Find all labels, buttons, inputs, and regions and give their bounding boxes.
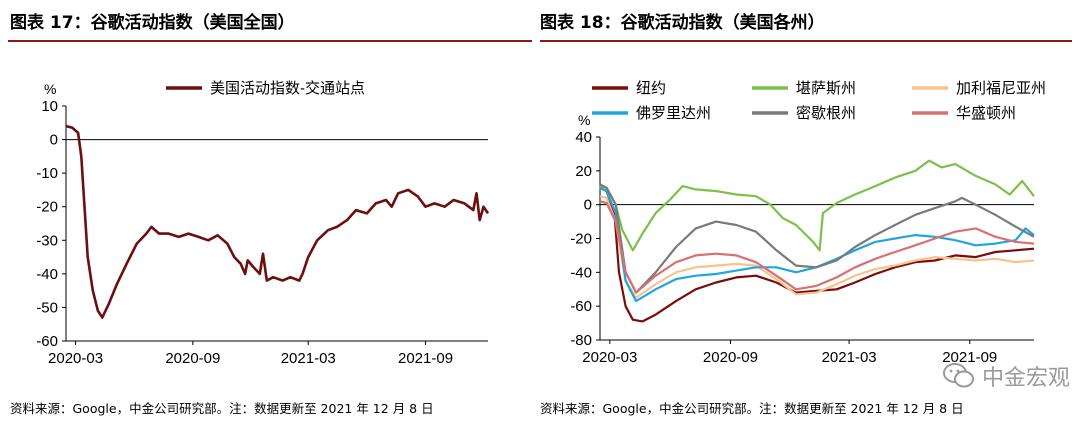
- y-tick-label: -80: [570, 332, 592, 349]
- chart-panel-states: 图表 18：谷歌活动指数（美国各州） % 40 20 0 -20 -40 -60 -80 202…: [540, 0, 1080, 422]
- y-tick-label: 0: [584, 197, 592, 214]
- x-tick-label: 2020-09: [165, 350, 220, 367]
- x-tick-label: 2021-03: [822, 349, 877, 366]
- y-tick-label: -60: [36, 333, 58, 350]
- legend-label: 美国活动指数-交通站点: [210, 79, 365, 97]
- chart-title: 图表 18：谷歌活动指数（美国各州）: [540, 13, 825, 33]
- series-line: [65, 124, 490, 319]
- legend-label: 纽约: [636, 80, 666, 97]
- watermark-text: 中金宏观: [981, 366, 1070, 391]
- series-line: [599, 186, 1035, 303]
- series-line: [599, 159, 1035, 252]
- series-line: [599, 183, 1035, 294]
- series-line: [599, 195, 1035, 299]
- x-tick-label: 2021-09: [942, 349, 997, 366]
- y-tick-label: 40: [575, 129, 592, 146]
- legend-label: 堪萨斯州: [796, 80, 856, 97]
- x-tick-label: 2020-03: [582, 349, 637, 366]
- y-tick-label: -40: [36, 266, 58, 283]
- watermark: 中金宏观: [942, 360, 1070, 392]
- x-tick-label: 2021-09: [398, 350, 453, 367]
- x-tick-label: 2021-03: [281, 350, 336, 367]
- y-tick-label: -50: [36, 299, 58, 316]
- y-tick-label: -30: [36, 232, 58, 249]
- y-tick-label: -40: [570, 264, 592, 281]
- y-tick-label: -10: [36, 165, 58, 182]
- wechat-icon: [942, 363, 974, 388]
- x-tick-label: 2020-03: [48, 350, 103, 367]
- x-tick-label: 2020-09: [703, 349, 758, 366]
- legend-label: 密歇根州: [796, 105, 856, 122]
- source-note: 资料来源：Google，中金公司研究部。注：数据更新至 2021 年 12 月 …: [10, 401, 434, 416]
- y-tick-label: 10: [41, 98, 58, 115]
- source-note: 资料来源：Google，中金公司研究部。注：数据更新至 2021 年 12 月 …: [540, 401, 964, 416]
- y-tick-label: 20: [575, 163, 592, 180]
- legend-label: 佛罗里达州: [636, 105, 711, 122]
- chart-title: 图表 17：谷歌活动指数（美国全国）: [10, 13, 295, 33]
- y-tick-label: 0: [50, 132, 58, 149]
- y-tick-label: -20: [570, 231, 592, 248]
- title-divider: [8, 40, 532, 42]
- title-divider: [540, 40, 1072, 42]
- series-line: [599, 186, 1035, 323]
- series-line: [599, 200, 1035, 294]
- y-tick-label: -20: [36, 199, 58, 216]
- chart-panel-national: 图表 17：谷歌活动指数（美国全国） % 10 0 -10 -20 -30 -40 -50 -6…: [8, 13, 532, 416]
- legend-label: 加利福尼亚州: [956, 80, 1046, 97]
- y-unit-label: %: [578, 112, 590, 128]
- y-tick-label: -60: [570, 298, 592, 315]
- legend-label: 华盛顿州: [956, 105, 1016, 122]
- y-unit-label: %: [44, 81, 56, 97]
